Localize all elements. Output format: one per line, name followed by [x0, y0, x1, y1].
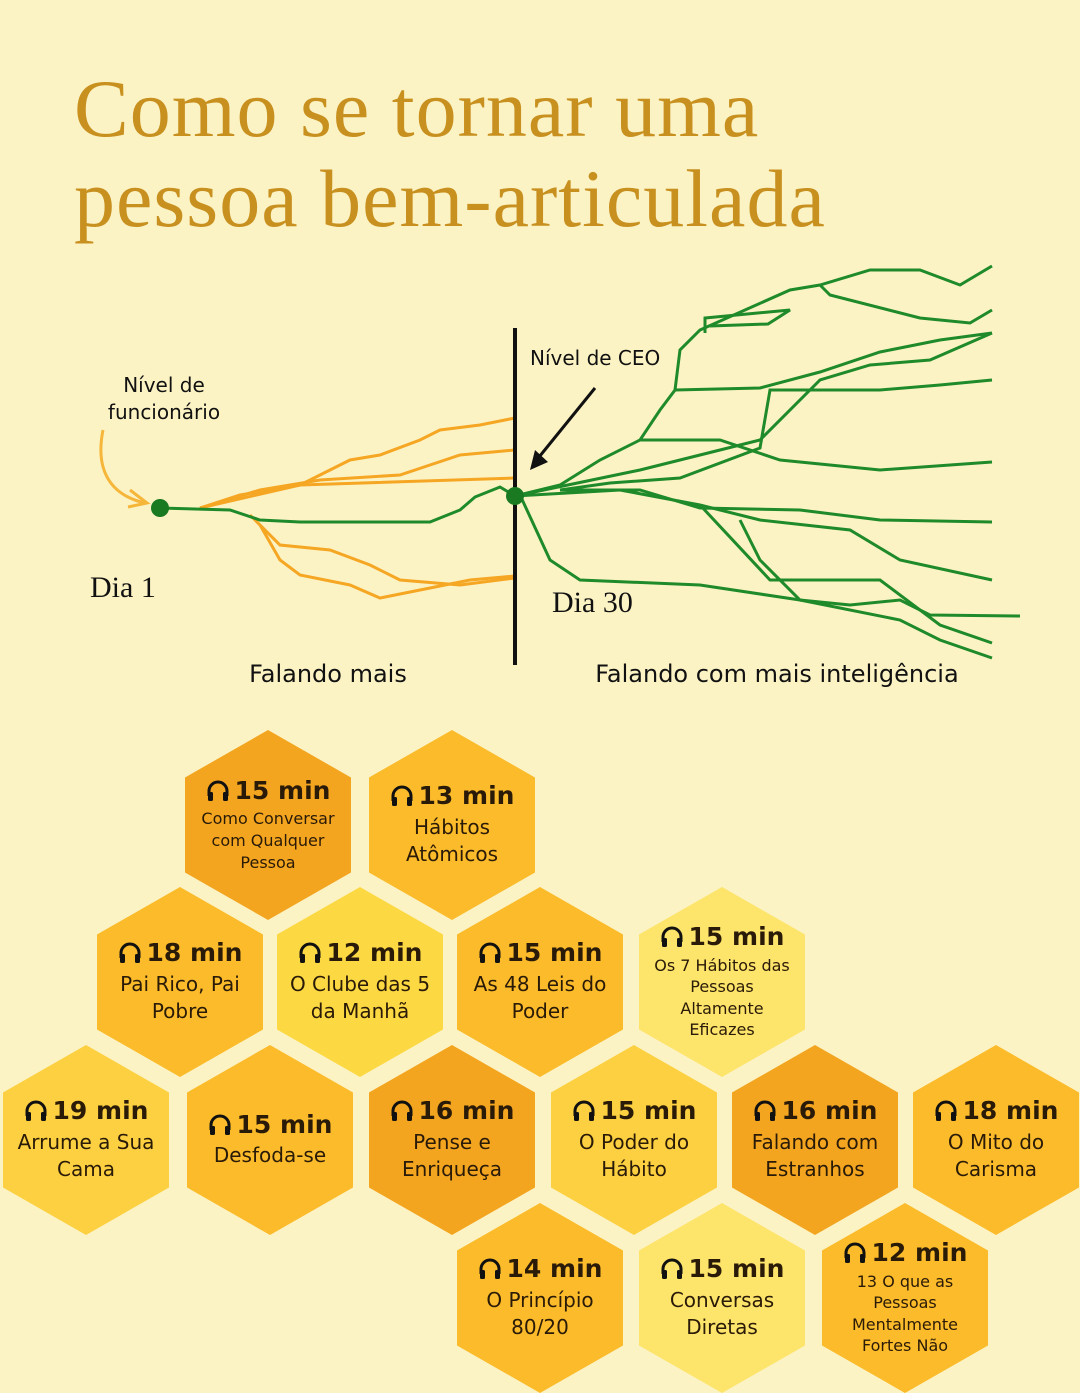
book-hexagon: 18 min Pai Rico, Pai Pobre [97, 887, 263, 1077]
headphones-icon [391, 1100, 413, 1121]
caption: Falando mais [249, 660, 407, 688]
headphones-icon [299, 942, 321, 963]
book-title: O Mito do Carisma [947, 1129, 1045, 1181]
duration: 15 min [572, 1096, 697, 1126]
book-hexagon: 16 min Pense e Enriqueça [369, 1045, 535, 1235]
book-hexagon: 12 min O Clube das 5 da Manhã [277, 887, 443, 1077]
duration: 15 min [208, 1109, 333, 1139]
arrow [99, 429, 146, 505]
book-title: O Clube das 5 da Manhã [289, 971, 431, 1023]
headphones-icon [119, 942, 141, 963]
label: Dia 30 [552, 586, 633, 619]
duration: 16 min [753, 1096, 878, 1126]
duration: 15 min [660, 1254, 785, 1284]
caption: Falando com mais inteligência [595, 660, 958, 688]
duration: 15 min [660, 922, 785, 952]
headphones-icon [935, 1100, 957, 1121]
label: Nível de funcionário [108, 373, 220, 424]
duration-text: 15 min [688, 922, 785, 952]
arrow-head [127, 488, 151, 509]
book-title: Falando com Estranhos [751, 1129, 879, 1181]
book-title: O Poder do Hábito [578, 1129, 690, 1181]
headphones-icon [25, 1100, 47, 1121]
book-hexagon: 15 min O Poder do Hábito [551, 1045, 717, 1235]
book-title: Desfoda-se [213, 1143, 327, 1168]
duration: 14 min [478, 1254, 603, 1284]
book-title: Pense e Enriqueça [401, 1129, 503, 1181]
headphones-icon [479, 1258, 501, 1279]
book-title: 13 O que as Pessoas Mentalmente Fortes N… [852, 1271, 958, 1356]
green-paths [159, 264, 1021, 660]
duration: 18 min [118, 938, 243, 968]
headphones-icon [207, 780, 229, 801]
book-title: Arrume a Sua Cama [17, 1129, 155, 1181]
book-title: O Princípio 80/20 [486, 1287, 594, 1339]
headphones-icon [479, 942, 501, 963]
headphones-icon [661, 926, 683, 947]
duration-text: 15 min [600, 1096, 697, 1126]
book-hexagon: 16 min Falando com Estranhos [732, 1045, 898, 1235]
duration: 13 min [390, 781, 515, 811]
book-title: As 48 Leis do Poder [473, 971, 607, 1023]
headphones-icon [391, 785, 413, 806]
book-hexagon: 13 min Hábitos Atômicos [369, 730, 535, 920]
book-hexagon: 19 min Arrume a Sua Cama [3, 1045, 169, 1235]
duration: 18 min [934, 1096, 1059, 1126]
duration-text: 14 min [506, 1254, 603, 1284]
label: Nível de CEO [530, 346, 660, 370]
duration-text: 12 min [871, 1238, 968, 1268]
title: Como se tornar uma [74, 63, 760, 154]
headphones-icon [209, 1114, 231, 1135]
arrow-head [530, 450, 548, 470]
book-title: Os 7 Hábitos das Pessoas Altamente Efica… [654, 955, 790, 1040]
duration-text: 15 min [688, 1254, 785, 1284]
diagram: Nível de funcionário Nível de CEO Dia 1 D… [90, 264, 1021, 688]
book-hexagon: 15 min Desfoda-se [187, 1045, 353, 1235]
duration-text: 16 min [418, 1096, 515, 1126]
duration-text: 15 min [234, 775, 331, 805]
book-hexagon: 15 min Conversas Diretas [639, 1203, 805, 1393]
book-title: Hábitos Atômicos [405, 814, 499, 866]
duration: 12 min [843, 1238, 968, 1268]
duration-text: 18 min [962, 1096, 1059, 1126]
label: Dia 1 [90, 571, 156, 604]
headphones-icon [573, 1100, 595, 1121]
duration: 12 min [298, 938, 423, 968]
arrow [533, 387, 597, 463]
headphones-icon [754, 1100, 776, 1121]
book-hexagon: 15 min As 48 Leis do Poder [457, 887, 623, 1077]
title: pessoa bem-articulada [74, 153, 826, 244]
duration-text: 15 min [506, 938, 603, 968]
book-hexagon: 15 min Como Conversar com Qualquer Pessoa [185, 730, 351, 920]
duration-text: 15 min [236, 1109, 333, 1139]
book-title: Pai Rico, Pai Pobre [120, 971, 240, 1023]
book-title: Conversas Diretas [669, 1287, 775, 1339]
duration-text: 13 min [418, 781, 515, 811]
headphones-icon [661, 1258, 683, 1279]
orange-paths [199, 416, 516, 600]
ceo-dot [506, 487, 524, 505]
book-hexagon: 15 min Os 7 Hábitos das Pessoas Altamente… [639, 887, 805, 1077]
duration: 15 min [478, 938, 603, 968]
duration-text: 16 min [781, 1096, 878, 1126]
duration-text: 18 min [146, 938, 243, 968]
duration: 19 min [24, 1096, 149, 1126]
book-hexagon: 12 min 13 O que as Pessoas Mentalmente Fo… [822, 1203, 988, 1393]
headphones-icon [844, 1242, 866, 1263]
duration-text: 12 min [326, 938, 423, 968]
book-hexagon: 14 min O Princípio 80/20 [457, 1203, 623, 1393]
duration-text: 19 min [52, 1096, 149, 1126]
book-hexagon: 18 min O Mito do Carisma [913, 1045, 1079, 1235]
start-dot [151, 499, 169, 517]
page: Como se tornar uma pessoa bem-articulada… [3, 63, 1079, 1393]
book-title: Como Conversar com Qualquer Pessoa [201, 809, 335, 872]
duration: 15 min [206, 775, 331, 805]
duration: 16 min [390, 1096, 515, 1126]
